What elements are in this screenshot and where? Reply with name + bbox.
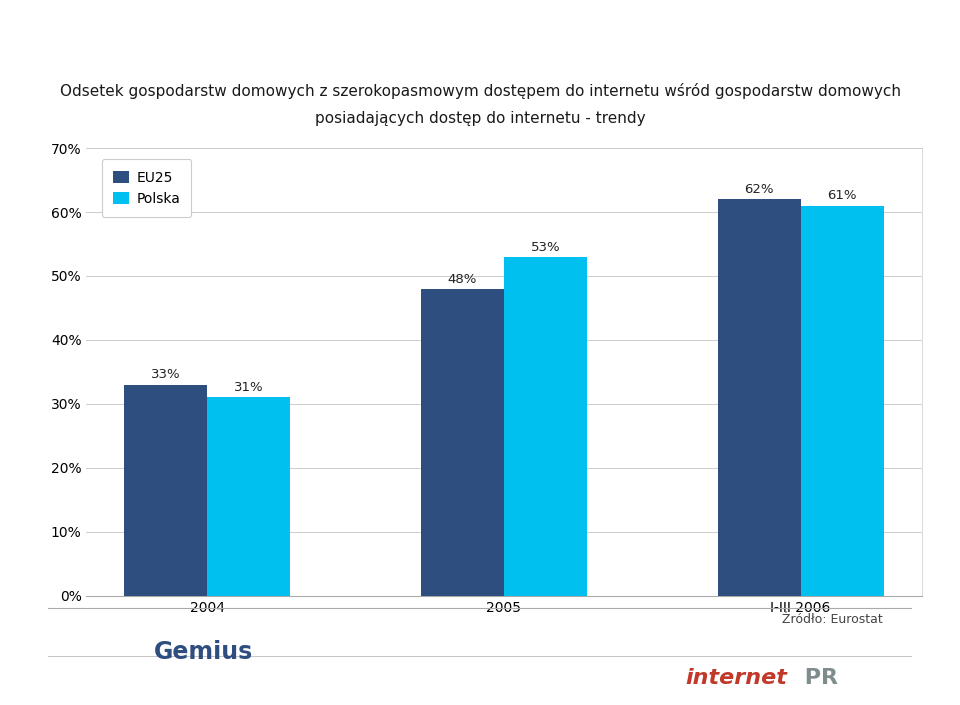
Text: 62%: 62% <box>744 183 774 196</box>
Text: Sylwia Szmalec: Sylwia Szmalec <box>35 23 215 43</box>
Bar <box>420 289 504 596</box>
Text: PR: PR <box>797 668 838 688</box>
Legend: EU25, Polska: EU25, Polska <box>102 159 191 216</box>
Text: Odsetek gospodarstw domowych z szerokopasmowym dostępem do internetu wśród gospo: Odsetek gospodarstw domowych z szerokopa… <box>60 83 900 99</box>
Bar <box>717 200 801 596</box>
Text: posiadających dostęp do internetu - trendy: posiadających dostęp do internetu - tren… <box>315 111 645 126</box>
Text: 48%: 48% <box>447 273 477 286</box>
Text: internet: internet <box>685 668 787 688</box>
Text: 33%: 33% <box>151 369 180 381</box>
Text: Gemius: Gemius <box>154 640 252 664</box>
Text: PRAWDA O POLSKIM INTERNECIE – CZYLI OBALAMY MITY: PRAWDA O POLSKIM INTERNECIE – CZYLI OBAL… <box>253 23 918 43</box>
Bar <box>125 385 207 596</box>
Text: Źródło: Eurostat: Źródło: Eurostat <box>782 613 883 626</box>
Text: 31%: 31% <box>234 381 264 394</box>
Text: 53%: 53% <box>531 240 561 254</box>
Text: 61%: 61% <box>828 190 857 202</box>
Bar <box>801 206 883 596</box>
Bar <box>504 257 588 596</box>
Bar <box>207 398 291 596</box>
